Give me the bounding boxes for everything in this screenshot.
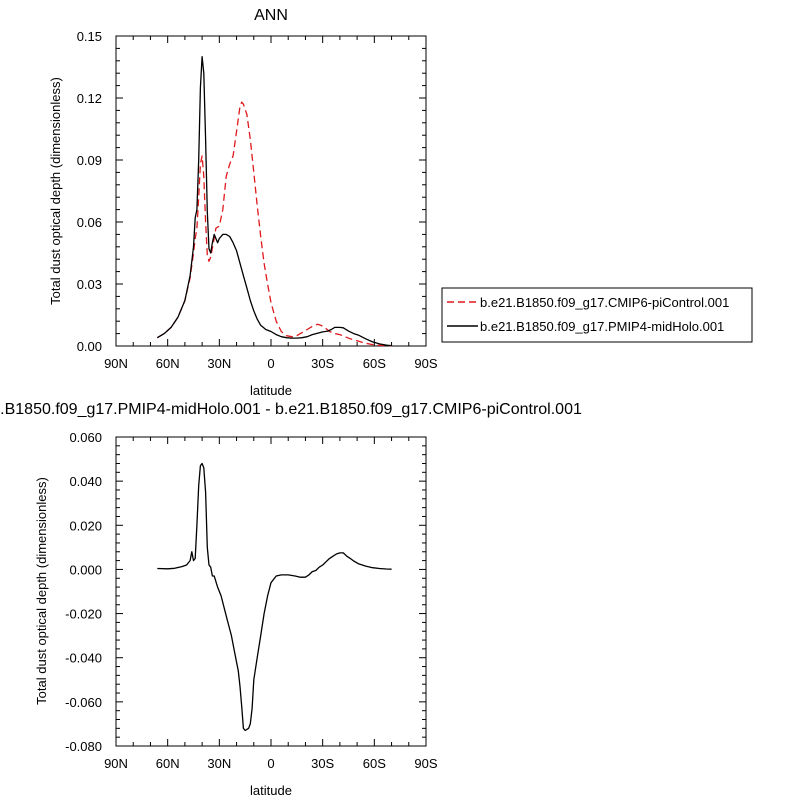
top-y-axis-label: Total dust optical depth (dimensionless) bbox=[48, 77, 63, 305]
top-panel: ANN 90N 60N 30N 0 30S 60S 90S 0.00 0.03 0.06 0.09 0… bbox=[48, 7, 438, 398]
legend-label-control: b.e21.B1850.f09_g17.CMIP6-piControl.001 bbox=[480, 295, 729, 310]
bottom-y-tick-label: 0.040 bbox=[69, 474, 102, 489]
top-series-group bbox=[156, 56, 392, 347]
top-y-tick-label: 0.15 bbox=[77, 29, 102, 44]
top-x-tick-label: 30N bbox=[207, 356, 231, 371]
legend: b.e21.B1850.f09_g17.CMIP6-piControl.001 … bbox=[441, 287, 753, 343]
bottom-x-tick-label: 60S bbox=[363, 756, 386, 771]
top-y-tick-label: 0.00 bbox=[77, 339, 102, 354]
bottom-y-tick-label: 0.060 bbox=[69, 430, 102, 445]
top-y-tick-label: 0.09 bbox=[77, 153, 102, 168]
bottom-chart-title: b.e21.B1850.f09_g17.PMIP4-midHolo.001 - … bbox=[0, 401, 582, 418]
top-y-tick-label: 0.06 bbox=[77, 215, 102, 230]
top-x-tick-label: 30S bbox=[311, 356, 334, 371]
bottom-y-tick-label: -0.040 bbox=[65, 651, 102, 666]
bottom-y-axis-label: Total dust optical depth (dimensionless) bbox=[34, 477, 49, 705]
legend-box bbox=[441, 287, 753, 343]
top-y-tick-label: 0.12 bbox=[77, 91, 102, 106]
bottom-axes: 90N 60N 30N 0 30S 60S 90S -0.080 -0.060 -0.040 -0.… bbox=[65, 430, 438, 771]
bottom-x-tick-label: 0 bbox=[267, 756, 274, 771]
legend-label-midholo: b.e21.B1850.f09_g17.PMIP4-midHolo.001 bbox=[480, 319, 724, 334]
bottom-x-tick-label: 90N bbox=[104, 756, 128, 771]
top-x-tick-label: 90S bbox=[414, 356, 437, 371]
top-x-tick-label: 60S bbox=[363, 356, 386, 371]
bottom-series-line-0 bbox=[157, 462, 392, 732]
top-y-tick-label: 0.03 bbox=[77, 277, 102, 292]
bottom-y-tick-label: -0.060 bbox=[65, 695, 102, 710]
top-chart-title: ANN bbox=[254, 7, 288, 24]
top-x-tick-label: 60N bbox=[156, 356, 180, 371]
bottom-y-tick-label: -0.020 bbox=[65, 607, 102, 622]
top-x-tick-label: 90N bbox=[104, 356, 128, 371]
top-axes: 90N 60N 30N 0 30S 60S 90S 0.00 0.03 0.06 0.09 0.12 0… bbox=[77, 29, 438, 371]
bottom-plot-frame bbox=[115, 436, 427, 747]
bottom-y-tick-label: -0.080 bbox=[65, 739, 102, 754]
bottom-y-tick-label: 0.020 bbox=[69, 518, 102, 533]
top-x-tick-label: 0 bbox=[267, 356, 274, 371]
bottom-series-group bbox=[157, 462, 392, 732]
bottom-x-tick-label: 30N bbox=[207, 756, 231, 771]
bottom-x-tick-label: 90S bbox=[414, 756, 437, 771]
bottom-y-tick-label: 0.000 bbox=[69, 562, 102, 577]
bottom-x-axis-label: latitude bbox=[250, 783, 292, 798]
top-x-axis-label: latitude bbox=[250, 383, 292, 398]
bottom-panel: b.e21.B1850.f09_g17.PMIP4-midHolo.001 - … bbox=[0, 401, 582, 798]
bottom-x-tick-label: 60N bbox=[156, 756, 180, 771]
bottom-x-tick-label: 30S bbox=[311, 756, 334, 771]
top-series-line-0 bbox=[156, 101, 392, 347]
top-series-line-1 bbox=[156, 56, 392, 347]
